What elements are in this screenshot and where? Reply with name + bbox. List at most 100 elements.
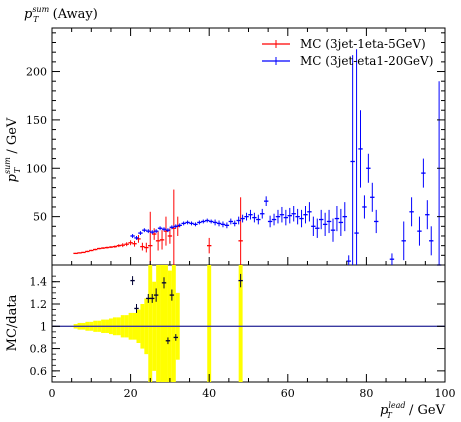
data-point: [358, 110, 363, 188]
data-point: [134, 235, 139, 240]
data-point: [144, 242, 149, 253]
data-point: [208, 219, 214, 224]
data-point: [216, 220, 222, 227]
data-point: [207, 237, 212, 254]
data-point: [89, 249, 94, 252]
data-point: [142, 228, 147, 233]
data-point: [319, 209, 324, 230]
x-tick-label: 20: [124, 387, 138, 400]
data-point: [248, 209, 253, 220]
ratio-point: [173, 334, 178, 341]
ratio-y-tick-label: 0.8: [30, 343, 48, 356]
ratio-point: [150, 293, 155, 303]
data-point: [81, 251, 86, 254]
y-tick-label: 100: [26, 162, 47, 175]
data-point: [374, 209, 379, 234]
band-segment: [207, 265, 212, 382]
data-point: [130, 234, 135, 238]
data-point: [401, 221, 406, 261]
data-point: [311, 216, 316, 236]
band-segment: [156, 265, 161, 382]
band-segment: [148, 265, 153, 382]
data-point: [334, 205, 340, 232]
x-axis: 0 20 40 60 80 100: [49, 28, 456, 400]
data-point: [161, 227, 167, 232]
data-point: [77, 252, 82, 254]
ratio-point: [161, 277, 167, 289]
x-tick-label: 60: [281, 387, 295, 400]
data-point: [140, 242, 145, 251]
ratio-y-tick-label: 1: [40, 320, 47, 333]
x-tick-label: 80: [359, 387, 373, 400]
main-y-axis: 50 100 150 200: [26, 32, 445, 266]
data-point: [271, 213, 277, 226]
data-point: [185, 220, 190, 225]
data-point: [260, 208, 265, 219]
ratio-point: [134, 304, 139, 313]
ratio-y-tick-label: 1.2: [30, 298, 48, 311]
svg-text:psumT / GeV: psumT / GeV: [3, 117, 22, 182]
data-point: [148, 211, 153, 265]
data-point: [112, 245, 118, 248]
data-point: [303, 205, 308, 224]
y-tick-label: 200: [26, 66, 47, 79]
data-point: [275, 209, 281, 224]
band-segment: [238, 265, 243, 382]
ratio-uncertainty-band: [73, 265, 243, 382]
series-red-marks: [73, 189, 243, 265]
data-point: [287, 207, 292, 224]
ratio-point: [169, 289, 175, 301]
data-point: [307, 202, 312, 222]
band-segment: [171, 265, 176, 382]
data-point: [153, 229, 159, 234]
data-point: [338, 208, 344, 236]
data-point: [322, 212, 328, 236]
y-tick-label: 50: [33, 211, 47, 224]
data-point: [85, 250, 90, 253]
data-point: [189, 221, 194, 226]
legend-label-red: MC (3jet-1eta-5GeV): [300, 37, 426, 51]
data-point: [181, 221, 186, 226]
data-point: [279, 206, 285, 223]
ratio-point: [153, 288, 159, 302]
svg-text:MC/data: MC/data: [5, 294, 20, 351]
data-point: [389, 253, 395, 265]
data-point: [291, 205, 296, 222]
chart-title: psum T (Away): [24, 5, 98, 24]
legend-label-blue: MC (3jet-eta1-20GeV): [300, 54, 433, 68]
data-point: [267, 215, 273, 228]
legend: MC (3jet-1eta-5GeV) MC (3jet-eta1-20GeV): [262, 37, 433, 68]
data-point: [120, 243, 125, 248]
data-point: [159, 230, 165, 250]
data-point: [193, 222, 198, 227]
data-point: [177, 223, 182, 228]
data-point: [201, 219, 206, 224]
data-point: [326, 209, 332, 234]
ratio-points: [130, 273, 243, 345]
data-point: [409, 197, 414, 227]
band-segment: [160, 265, 165, 382]
data-point: [421, 158, 426, 188]
ratio-point: [238, 273, 243, 288]
data-point: [173, 224, 178, 229]
data-point: [417, 216, 422, 246]
data-point: [295, 208, 300, 225]
data-point: [220, 221, 226, 228]
data-point: [252, 212, 257, 223]
data-point: [366, 153, 371, 183]
data-point: [197, 220, 202, 225]
data-point: [96, 247, 102, 250]
series-blue-marks: [130, 49, 442, 266]
data-point: [342, 202, 347, 232]
data-point: [236, 216, 241, 225]
data-point: [104, 246, 110, 249]
data-point: [73, 252, 78, 255]
data-point: [244, 212, 249, 221]
data-point: [116, 244, 122, 248]
x-tick-label: 100: [435, 387, 456, 400]
data-point: [155, 231, 161, 251]
data-point: [228, 218, 234, 225]
data-point: [132, 240, 137, 247]
data-point: [354, 49, 359, 265]
